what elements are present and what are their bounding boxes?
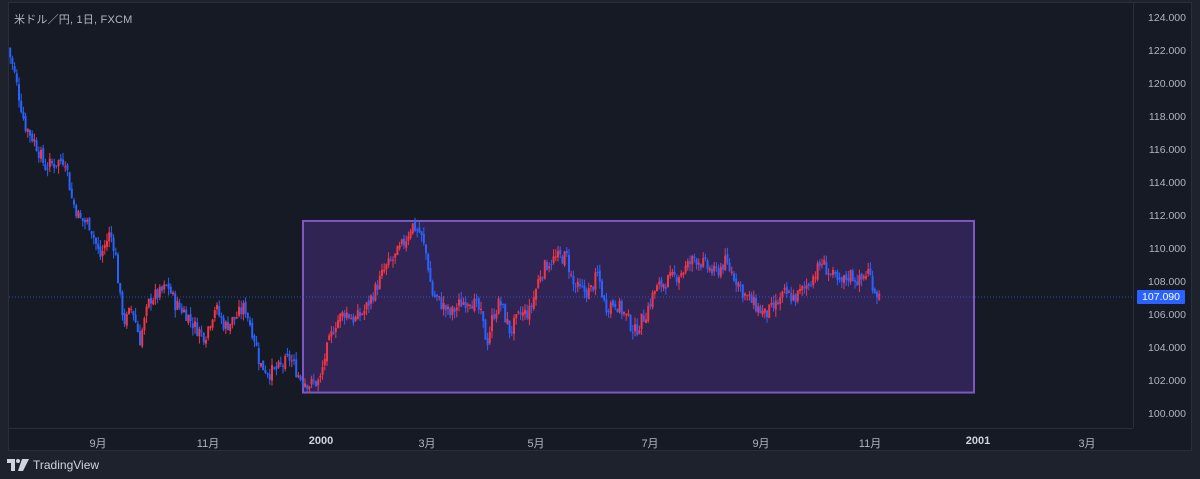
price-tick-label: 116.000 [1148, 144, 1186, 156]
last-price-badge: 107.090 [1137, 290, 1185, 304]
time-tick-label: 9月 [752, 438, 770, 450]
chart-pane[interactable]: 米ドル／円, 1日, FXCM [9, 3, 1133, 428]
time-scale[interactable]: 9月 11月 2000 3月 5月 7月 9月 11月 2001 3月 [9, 428, 1133, 451]
symbol-legend[interactable]: 米ドル／円, 1日, FXCM [14, 14, 133, 26]
price-tick-label: 124.000 [1148, 12, 1186, 24]
time-tick-label: 11月 [858, 438, 882, 450]
price-tick-label: 120.000 [1148, 78, 1186, 90]
price-scale[interactable]: 124.000 122.000 120.000 118.000 116.000 114.0… [1133, 3, 1192, 428]
chart-frame: 米ドル／円, 1日, FXCM 124.000 122.000 120.000 118… [8, 2, 1192, 451]
price-tick-label: 122.000 [1148, 45, 1186, 57]
price-tick-label: 100.000 [1148, 408, 1186, 420]
time-tick-label: 5月 [527, 438, 545, 450]
branding[interactable]: TradingView [7, 458, 99, 472]
time-tick-label: 7月 [641, 438, 659, 450]
time-tick-label: 3月 [418, 438, 436, 450]
price-tick-label: 110.000 [1148, 243, 1186, 255]
time-tick-label: 2000 [308, 435, 334, 447]
tradingview-wordmark: TradingView [33, 458, 100, 472]
price-tick-label: 114.000 [1148, 177, 1186, 189]
price-tick-label: 108.000 [1148, 276, 1186, 288]
price-tick-label: 106.000 [1148, 309, 1186, 321]
candlestick-chart[interactable] [9, 3, 1133, 428]
tradingview-logo-icon [7, 459, 29, 471]
price-tick-label: 104.000 [1148, 342, 1186, 354]
time-tick-label: 9月 [89, 438, 107, 450]
time-tick-label: 3月 [1078, 438, 1096, 450]
time-tick-label: 2001 [965, 435, 991, 447]
price-tick-label: 112.000 [1148, 210, 1186, 222]
price-tick-label: 102.000 [1148, 375, 1186, 387]
range-rectangle[interactable] [302, 219, 975, 394]
price-tick-label: 118.000 [1148, 111, 1186, 123]
time-tick-label: 11月 [196, 438, 220, 450]
